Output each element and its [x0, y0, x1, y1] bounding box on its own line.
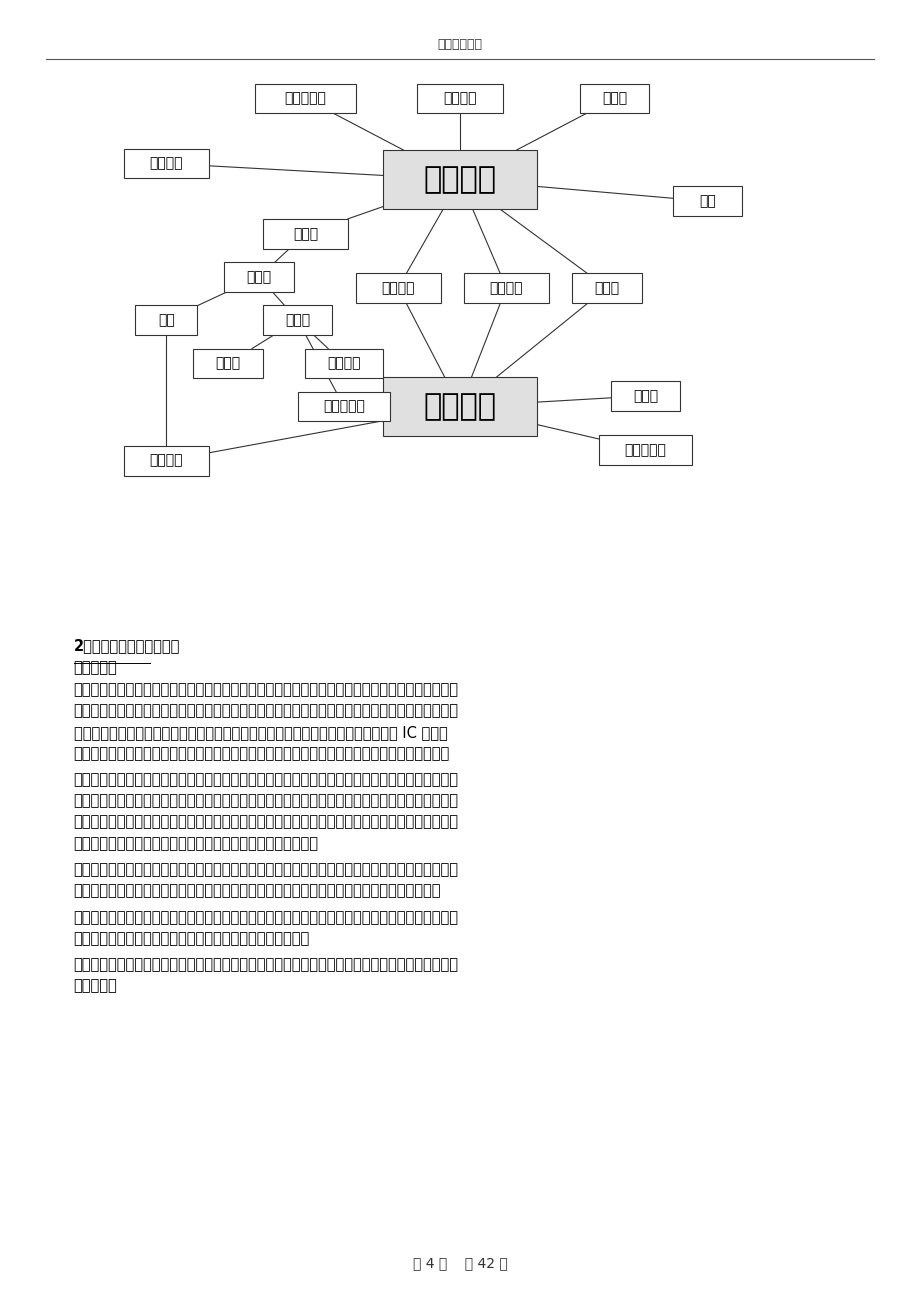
Text: 门诊挂号处: 门诊挂号处: [624, 443, 665, 457]
FancyBboxPatch shape: [579, 83, 649, 113]
FancyBboxPatch shape: [382, 150, 537, 210]
Text: 果报告单，交给病人，各科室所做的检查或检验需记录在案。: 果报告单，交给病人，各科室所做的检查或检验需记录在案。: [74, 931, 310, 945]
Text: 痊愈离院。: 痊愈离院。: [74, 978, 118, 993]
Text: 门诊药房: 门诊药房: [150, 453, 183, 467]
Text: 医院信息系统: 医院信息系统: [437, 38, 482, 51]
Text: 医生工作站: 医生工作站: [284, 91, 326, 105]
FancyBboxPatch shape: [263, 219, 347, 249]
Text: 后勤仓库: 后勤仓库: [327, 357, 360, 370]
Text: 检验科室: 检验科室: [381, 281, 414, 294]
Text: 设备科: 设备科: [215, 357, 241, 370]
Text: 门诊部门：: 门诊部门：: [74, 660, 118, 676]
FancyBboxPatch shape: [298, 392, 390, 422]
Text: 给病人；然后，初诊病人可与复诊病人一样进行挂号和就诊排号，由挂号到处理病人的病历管理；: 给病人；然后，初诊病人可与复诊病人一样进行挂号和就诊排号，由挂号到处理病人的病历…: [74, 746, 449, 760]
Text: 住院处: 住院处: [292, 227, 318, 241]
FancyBboxPatch shape: [193, 349, 263, 379]
Text: 药库: 药库: [158, 314, 175, 327]
Text: 问讯处: 问讯处: [632, 389, 657, 402]
Text: 当门诊药房接到取药处方后，要进行配药和发药，当药房库存的药品削减到肯定量的时候，药房: 当门诊药房接到取药处方后，要进行配药和发药，当药房库存的药品削减到肯定量的时候，…: [74, 862, 458, 878]
FancyBboxPatch shape: [305, 349, 382, 379]
Text: ，可查询该医科的当班医生及其基本状况，然后再去挂号），假如是初诊病人要在门诊挂号处登记其: ，可查询该医科的当班医生及其基本状况，然后再去挂号），假如是初诊病人要在门诊挂号…: [74, 703, 458, 719]
Text: 人员应到药库办理药品申领，领取所需的药品，而药房需对药品的出库、入库和库存进行管理；: 人员应到药库办理药品申领，领取所需的药品，而药房需对药品的出库、入库和库存进行管…: [74, 883, 440, 898]
Text: 交费，然后持收费证明到门诊药房取药；如为检查或检验申请单，则病人需持申请单到门诊收费处划: 交费，然后持收费证明到门诊药房取药；如为检查或检验申请单，则病人需持申请单到门诊…: [74, 815, 458, 829]
FancyBboxPatch shape: [598, 435, 691, 465]
Text: 检查科室: 检查科室: [489, 281, 523, 294]
FancyBboxPatch shape: [382, 376, 537, 436]
Text: 当检查科室或检验科室接到病人的申请后，对病人进行检查或检验，并将检查或检验结果填入结: 当检查科室或检验科室接到病人的申请后，对病人进行检查或检验，并将检查或检验结果填…: [74, 910, 458, 924]
Text: 第 4 页    共 42 页: 第 4 页 共 42 页: [413, 1256, 506, 1269]
Text: 制剂室: 制剂室: [246, 270, 271, 284]
Text: 财务科: 财务科: [285, 314, 310, 327]
Text: 门诊部门: 门诊部门: [423, 392, 496, 421]
FancyBboxPatch shape: [417, 83, 502, 113]
Text: 其次，病人需到门诊收费处缴纳挂号费，并持挂号和收费证明到相应医科就医，经医生诊疗后，: 其次，病人需到门诊收费处缴纳挂号费，并持挂号和收费证明到相应医科就医，经医生诊疗…: [74, 772, 458, 788]
Text: 病区科室: 病区科室: [443, 91, 476, 105]
Text: 首先，门诊病人须要到门诊挂号处挂号（假如病人有须要，可以对所要就诊的相应医科进行查询: 首先，门诊病人须要到门诊挂号处挂号（假如病人有须要，可以对所要就诊的相应医科进行…: [74, 682, 458, 698]
FancyBboxPatch shape: [263, 305, 332, 335]
Text: 病案室: 病案室: [594, 281, 618, 294]
Text: 血库: 血库: [698, 194, 715, 208]
FancyBboxPatch shape: [672, 186, 742, 216]
FancyBboxPatch shape: [255, 83, 356, 113]
FancyBboxPatch shape: [124, 445, 209, 475]
Text: 基本信息，如姓名、年龄、住址、联系方式等，由挂号处依据病人所供应的信息制成 IC 卡发放: 基本信息，如姓名、年龄、住址、联系方式等，由挂号处依据病人所供应的信息制成 IC…: [74, 725, 447, 740]
Text: 病人可持检查或检验的结果再到原医科进行复诊，直至医生开出处方或提出医疗建议，最终病人: 病人可持检查或检验的结果再到原医科进行复诊，直至医生开出处方或提出医疗建议，最终…: [74, 957, 458, 973]
FancyBboxPatch shape: [572, 273, 641, 302]
Text: 门诊收费处: 门诊收费处: [323, 400, 365, 414]
FancyBboxPatch shape: [356, 273, 440, 302]
Text: 价交费，然后持收费证明到检查科室或检验科室进行检查或检验: 价交费，然后持收费证明到检查科室或检验科室进行检查或检验: [74, 836, 318, 850]
Text: 手术室: 手术室: [601, 91, 627, 105]
FancyBboxPatch shape: [463, 273, 549, 302]
Text: 中心药房: 中心药房: [150, 156, 183, 171]
FancyBboxPatch shape: [124, 148, 209, 178]
FancyBboxPatch shape: [610, 381, 679, 410]
Text: 由医生开出诊断结果或者处方，检查或检验申请单，如为处方，则病人需持处方单到门诊收费处划价: 由医生开出诊断结果或者处方，检查或检验申请单，如为处方，则病人需持处方单到门诊收…: [74, 793, 458, 809]
FancyBboxPatch shape: [224, 262, 293, 292]
Text: 2、各部门的业务活动状况: 2、各部门的业务活动状况: [74, 638, 180, 654]
Text: 住院部门: 住院部门: [423, 165, 496, 194]
FancyBboxPatch shape: [135, 305, 197, 335]
